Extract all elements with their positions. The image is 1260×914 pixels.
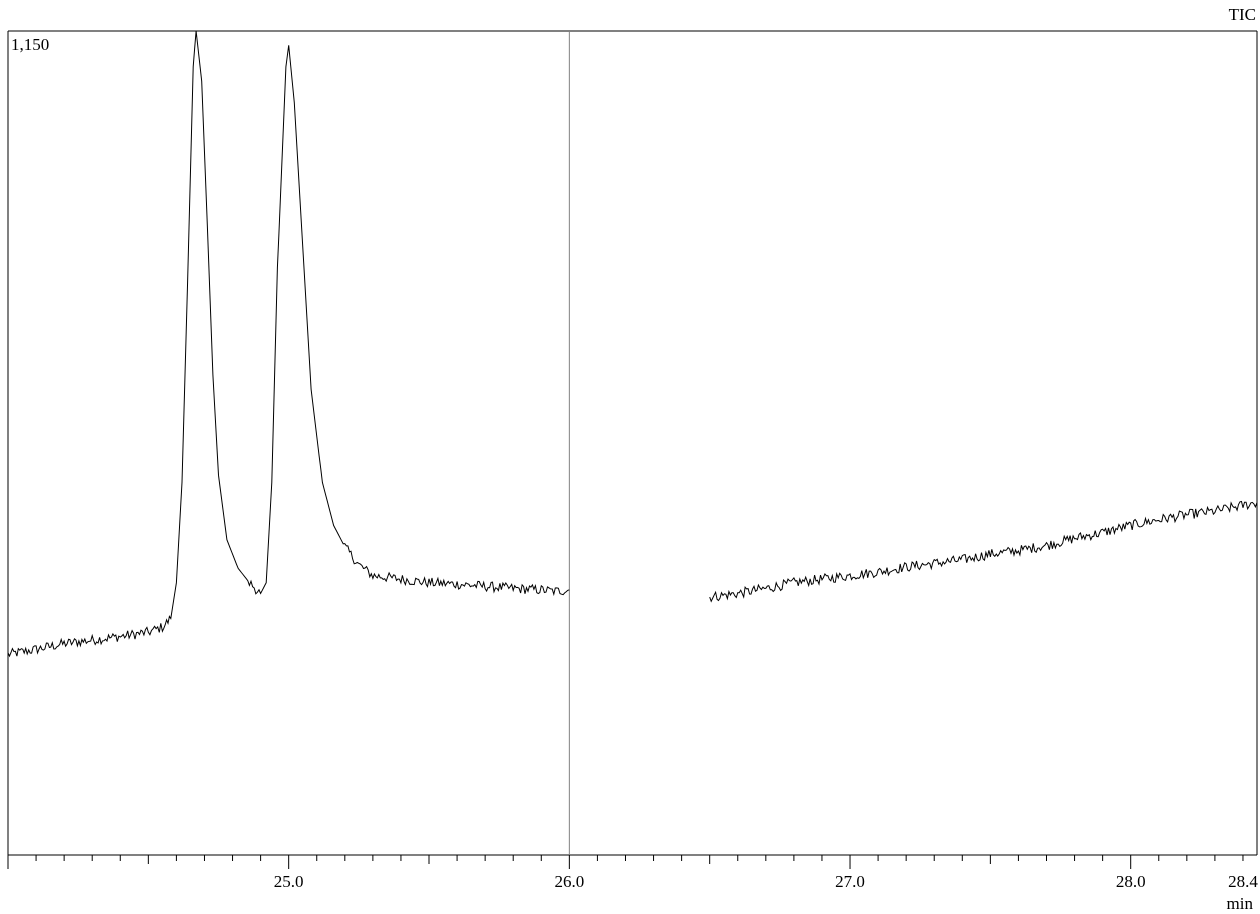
x-tick-label: 28.0 xyxy=(1116,872,1146,891)
x-tick-label: 28.4 xyxy=(1228,872,1258,891)
x-tick-label: 26.0 xyxy=(554,872,584,891)
x-tick-label: 27.0 xyxy=(835,872,865,891)
trace-segment-1 xyxy=(7,30,570,658)
x-axis-ticks: 25.0 26.0 27.0 28.0 28.4 xyxy=(7,855,1258,891)
x-axis-unit-label: min xyxy=(1227,894,1254,913)
trace-label: TIC xyxy=(1229,5,1256,24)
y-max-label: 1,150 xyxy=(11,35,49,54)
plot-frame xyxy=(7,30,1258,856)
x-tick-label: 25.0 xyxy=(274,872,304,891)
trace-group xyxy=(7,30,1258,658)
trace-segment-2 xyxy=(709,500,1258,603)
